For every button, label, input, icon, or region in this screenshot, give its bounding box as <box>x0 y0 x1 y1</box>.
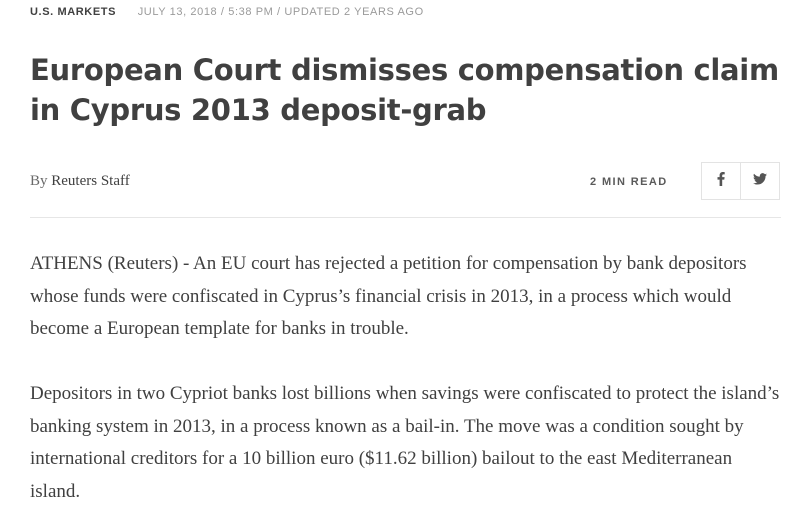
twitter-icon <box>753 172 767 190</box>
twitter-share-button[interactable] <box>740 163 779 199</box>
dateline: JULY 13, 2018 / 5:38 PM / UPDATED 2 YEAR… <box>137 6 424 18</box>
read-time: 2 MIN READ <box>590 176 668 188</box>
article-paragraph: Depositors in two Cypriot banks lost bil… <box>30 383 780 502</box>
article-meta: U.S. MARKETS JULY 13, 2018 / 5:38 PM / U… <box>30 6 424 18</box>
section-label[interactable]: U.S. MARKETS <box>30 6 117 18</box>
facebook-share-button[interactable] <box>702 163 740 199</box>
header-divider <box>30 217 781 218</box>
article-headline: European Court dismisses compensation cl… <box>30 53 779 127</box>
share-buttons <box>701 162 780 200</box>
byline-prefix: By <box>30 173 48 189</box>
article-paragraph: ATHENS (Reuters) - An EU court has rejec… <box>30 253 747 339</box>
byline: By Reuters Staff <box>30 173 130 190</box>
author-name[interactable]: Reuters Staff <box>51 173 130 189</box>
facebook-icon <box>717 171 725 191</box>
